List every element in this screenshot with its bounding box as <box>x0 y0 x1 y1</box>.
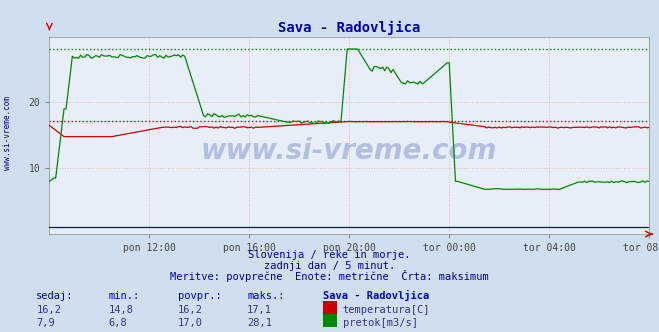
Text: 17,1: 17,1 <box>247 305 272 315</box>
Text: 14,8: 14,8 <box>109 305 134 315</box>
Text: temperatura[C]: temperatura[C] <box>343 305 430 315</box>
Text: 17,0: 17,0 <box>178 318 203 328</box>
Text: www.si-vreme.com: www.si-vreme.com <box>201 137 498 165</box>
Text: 7,9: 7,9 <box>36 318 55 328</box>
Title: Sava - Radovljica: Sava - Radovljica <box>278 21 420 35</box>
Text: 28,1: 28,1 <box>247 318 272 328</box>
Text: pretok[m3/s]: pretok[m3/s] <box>343 318 418 328</box>
Text: sedaj:: sedaj: <box>36 291 74 301</box>
Text: 6,8: 6,8 <box>109 318 127 328</box>
Text: 16,2: 16,2 <box>178 305 203 315</box>
Text: maks.:: maks.: <box>247 291 285 301</box>
Text: Sava - Radovljica: Sava - Radovljica <box>323 290 429 301</box>
Text: min.:: min.: <box>109 291 140 301</box>
Text: Meritve: povprečne  Enote: metrične  Črta: maksimum: Meritve: povprečne Enote: metrične Črta:… <box>170 270 489 282</box>
Text: zadnji dan / 5 minut.: zadnji dan / 5 minut. <box>264 261 395 271</box>
Text: www.si-vreme.com: www.si-vreme.com <box>3 96 13 170</box>
Text: Slovenija / reke in morje.: Slovenija / reke in morje. <box>248 250 411 260</box>
Text: povpr.:: povpr.: <box>178 291 221 301</box>
Text: 16,2: 16,2 <box>36 305 61 315</box>
